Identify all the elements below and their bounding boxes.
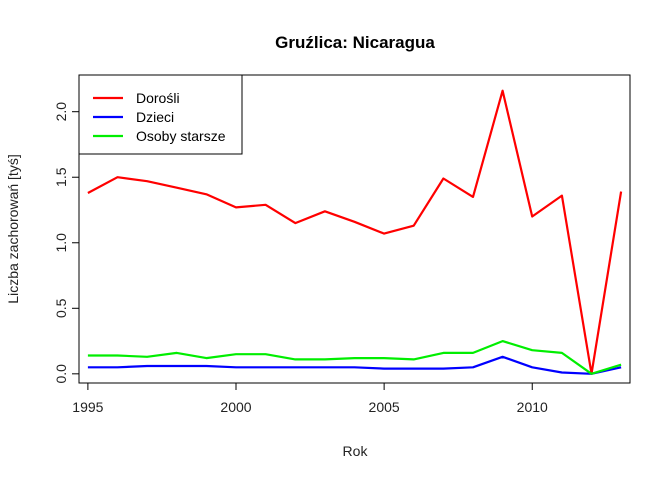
- y-tick-label: 0.5: [53, 298, 69, 318]
- series-line-1: [87, 89, 623, 375]
- legend-label-2: Dzieci: [136, 109, 174, 125]
- legend: Dorośli Dzieci Osoby starsze: [78, 74, 243, 155]
- legend-label-3: Osoby starsze: [136, 128, 226, 144]
- legend-label-1: Dorośli: [136, 90, 180, 106]
- chart-title: Gruźlica: Nicaragua: [275, 33, 435, 52]
- x-tick-label: 1995: [72, 399, 103, 415]
- y-axis-label: Liczba zachorowań [tyś]: [5, 154, 21, 303]
- series-line-2: [87, 355, 622, 375]
- x-tick-label: 2010: [517, 399, 548, 415]
- y-tick-label: 1.0: [53, 233, 69, 253]
- x-axis: 1995 2000 2005 2010: [72, 382, 548, 415]
- x-tick-label: 2000: [220, 399, 251, 415]
- y-tick-label: 2.0: [53, 102, 69, 122]
- legend-box: [78, 74, 243, 155]
- series-line-3: [87, 340, 622, 375]
- series-lines: [87, 89, 623, 375]
- y-tick-label: 0.0: [53, 364, 69, 384]
- x-axis-label: Rok: [343, 443, 369, 459]
- y-axis: 0.0 0.5 1.0 1.5 2.0: [53, 102, 80, 384]
- x-tick-label: 2005: [369, 399, 400, 415]
- y-tick-label: 1.5: [53, 167, 69, 187]
